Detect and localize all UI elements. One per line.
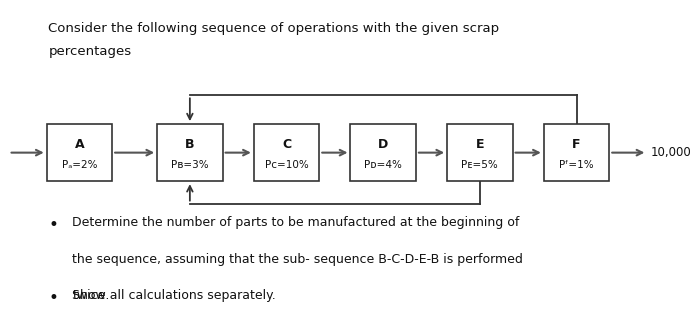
Text: percentages: percentages bbox=[48, 45, 132, 58]
Text: C: C bbox=[282, 138, 291, 151]
Text: 10,000: 10,000 bbox=[651, 146, 692, 159]
Text: E: E bbox=[475, 138, 484, 151]
FancyBboxPatch shape bbox=[351, 124, 416, 181]
Text: the sequence, assuming that the sub- sequence B-C-D-E-B is performed: the sequence, assuming that the sub- seq… bbox=[73, 253, 524, 266]
Text: Pʙ=3%: Pʙ=3% bbox=[171, 160, 209, 170]
Text: Show all calculations separately.: Show all calculations separately. bbox=[73, 289, 276, 302]
Text: Pᶠ=1%: Pᶠ=1% bbox=[559, 160, 594, 170]
Text: Pᴇ=5%: Pᴇ=5% bbox=[461, 160, 498, 170]
FancyBboxPatch shape bbox=[253, 124, 319, 181]
Text: Pᴄ=10%: Pᴄ=10% bbox=[265, 160, 309, 170]
Text: twice.: twice. bbox=[73, 289, 110, 302]
FancyBboxPatch shape bbox=[447, 124, 512, 181]
Text: A: A bbox=[75, 138, 84, 151]
Text: B: B bbox=[185, 138, 195, 151]
Text: •: • bbox=[48, 216, 58, 234]
Text: Determine the number of parts to be manufactured at the beginning of: Determine the number of parts to be manu… bbox=[73, 216, 520, 229]
Text: Consider the following sequence of operations with the given scrap: Consider the following sequence of opera… bbox=[48, 22, 500, 35]
Text: F: F bbox=[573, 138, 581, 151]
FancyBboxPatch shape bbox=[544, 124, 609, 181]
Text: Pᴅ=4%: Pᴅ=4% bbox=[364, 160, 402, 170]
Text: D: D bbox=[378, 138, 388, 151]
Text: •: • bbox=[48, 289, 58, 308]
FancyBboxPatch shape bbox=[157, 124, 223, 181]
Text: Pₐ=2%: Pₐ=2% bbox=[62, 160, 97, 170]
FancyBboxPatch shape bbox=[47, 124, 112, 181]
